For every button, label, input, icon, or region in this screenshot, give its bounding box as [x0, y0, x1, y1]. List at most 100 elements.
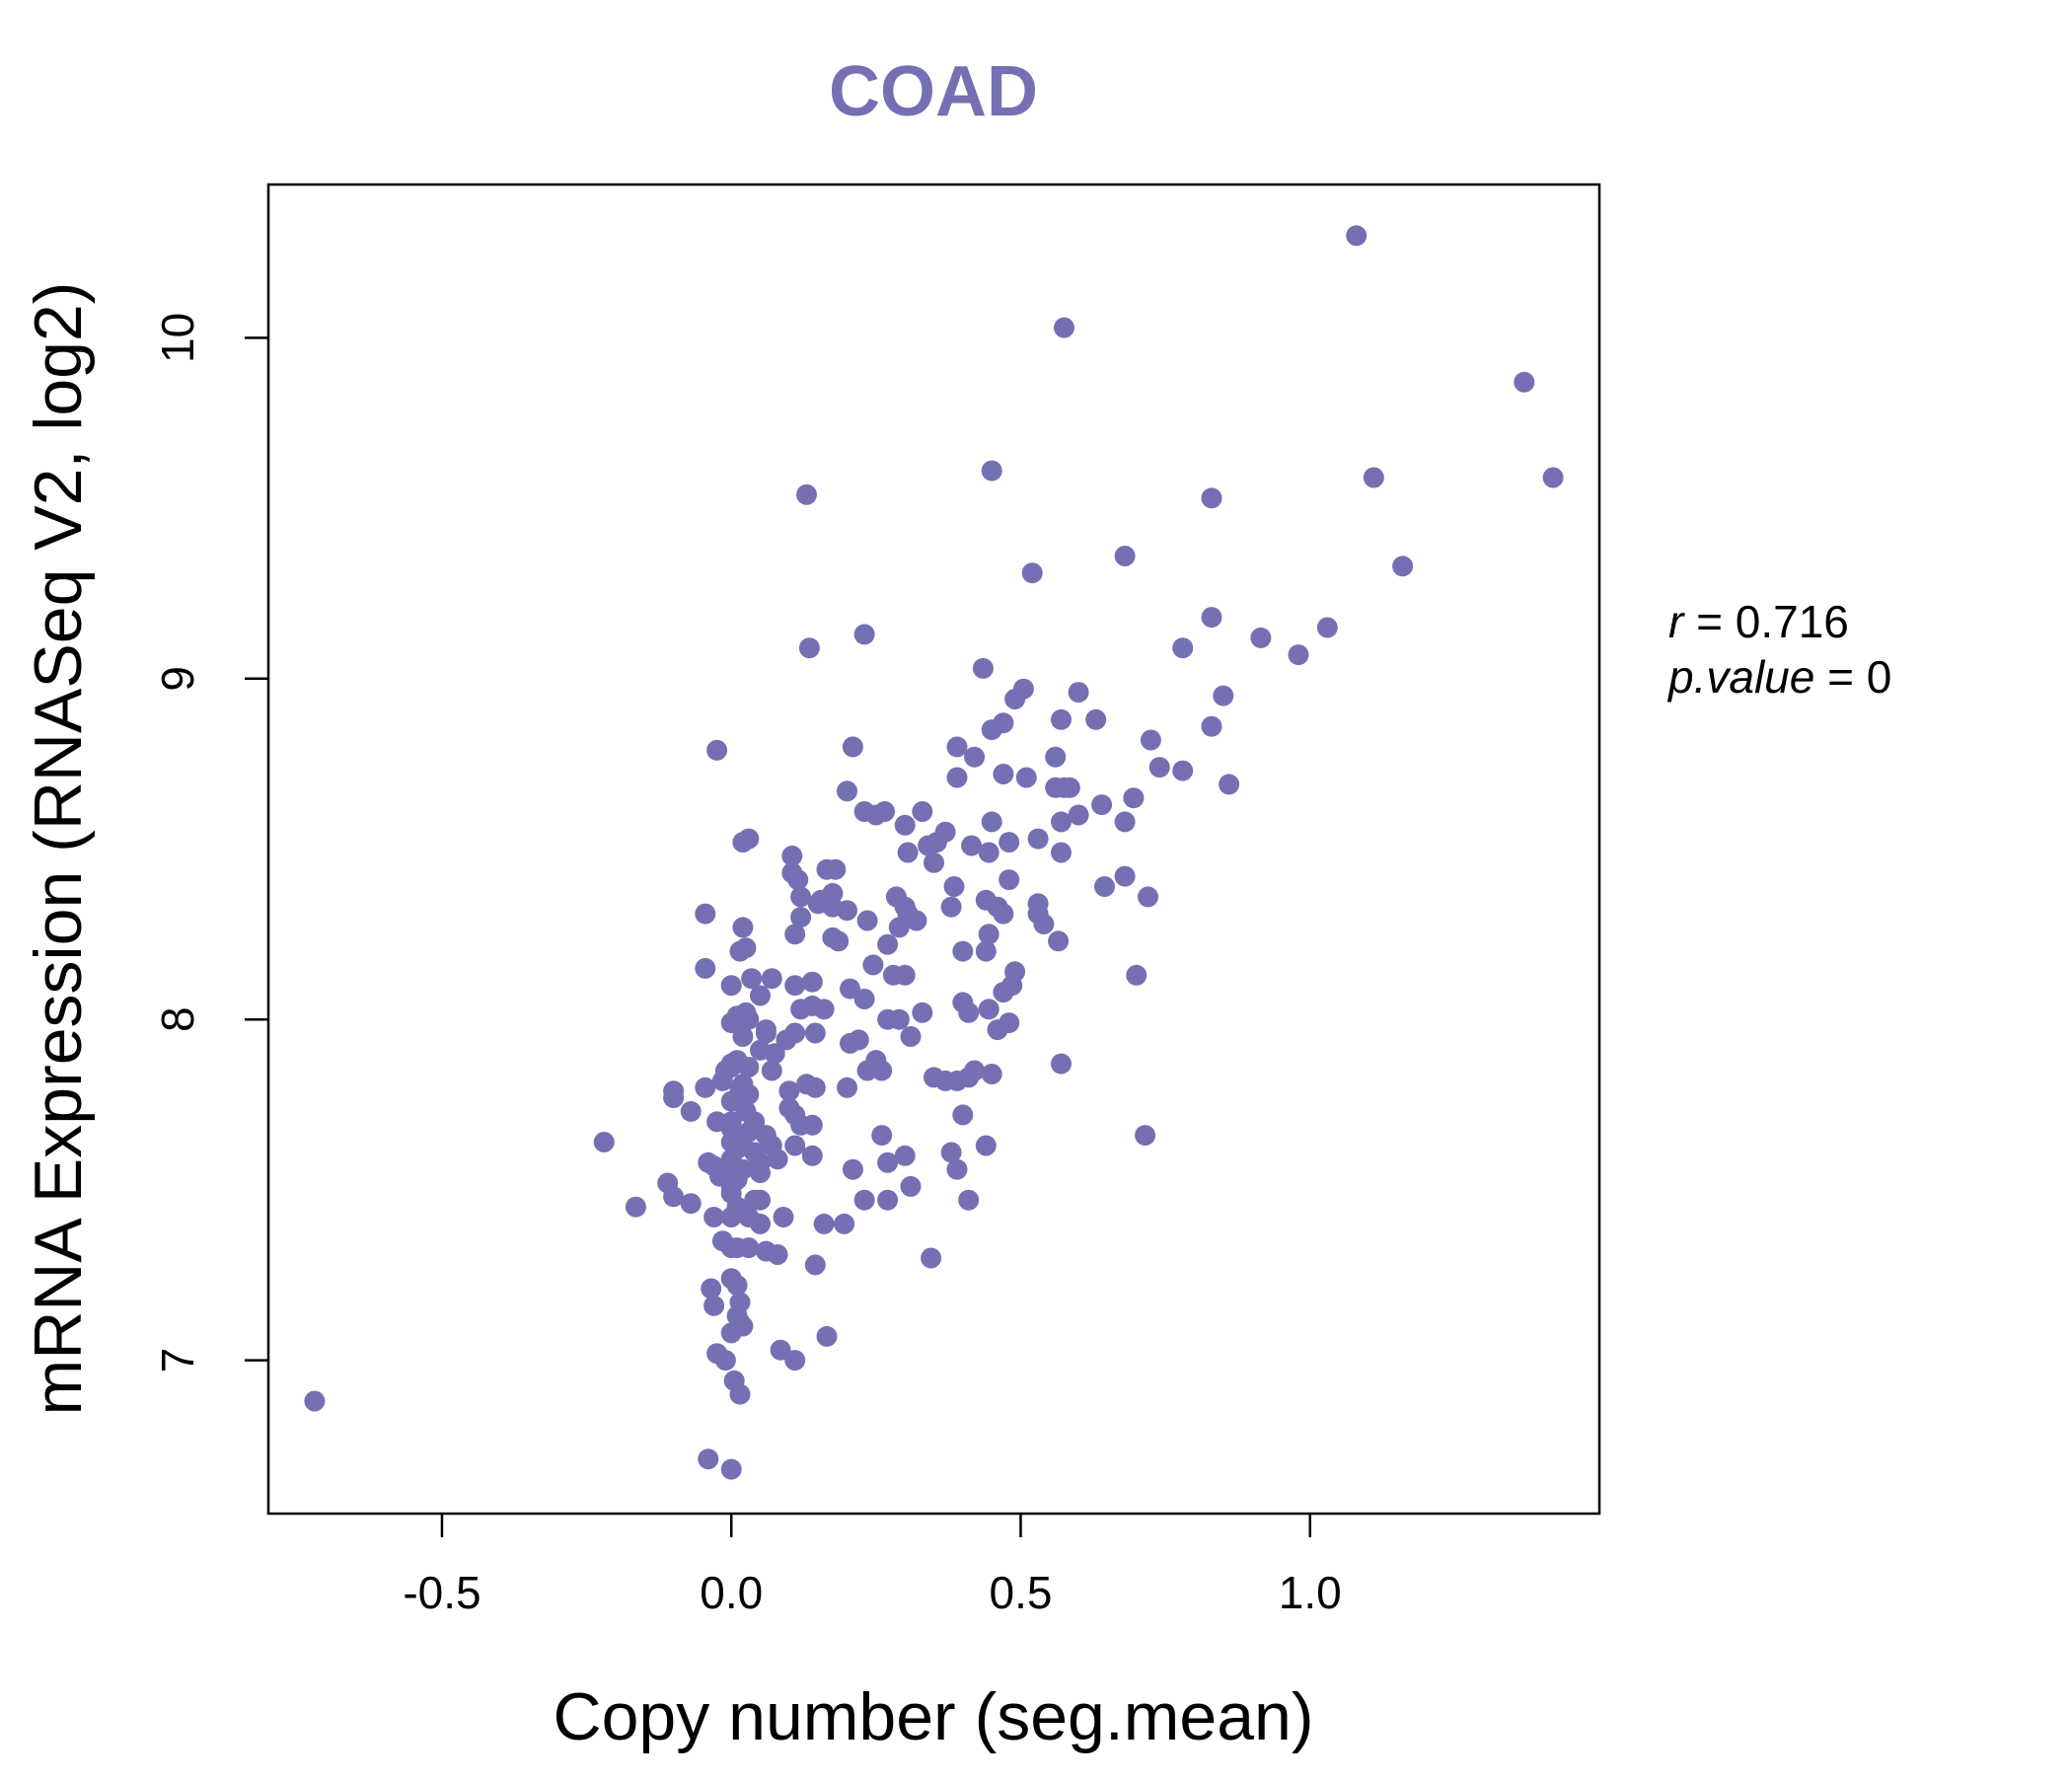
data-point	[1051, 708, 1072, 730]
data-point	[1054, 317, 1074, 338]
data-point	[1015, 767, 1037, 788]
data-point	[946, 767, 968, 788]
data-point	[1048, 930, 1070, 952]
data-point	[593, 1132, 615, 1152]
data-point	[720, 975, 742, 997]
data-point	[750, 1162, 771, 1184]
data-point	[828, 930, 850, 952]
data-point	[1051, 811, 1072, 833]
data-point	[834, 1213, 855, 1234]
data-point	[877, 933, 899, 955]
x-tick-label: 0.5	[990, 1567, 1053, 1618]
data-point	[711, 1070, 733, 1091]
data-point	[796, 483, 817, 505]
data-point	[1392, 556, 1414, 577]
svg-text:p.value = 0: p.value = 0	[1666, 651, 1891, 703]
data-point	[999, 869, 1020, 891]
data-point	[773, 1207, 794, 1227]
stats-annotation: r = 0.716 p.value = 0	[1666, 596, 1891, 703]
data-point	[813, 999, 835, 1020]
data-point	[1346, 225, 1368, 247]
r-value: 0.716	[1736, 596, 1849, 647]
data-point	[871, 1060, 893, 1081]
data-point	[981, 811, 1002, 833]
x-tick-label: 1.0	[1279, 1567, 1342, 1618]
p-value: 0	[1867, 651, 1892, 703]
data-point	[1138, 886, 1158, 908]
data-point	[871, 1125, 893, 1147]
data-point	[952, 940, 974, 962]
data-point	[1288, 644, 1309, 666]
data-point	[972, 657, 994, 679]
data-point	[856, 1060, 878, 1081]
data-point	[695, 903, 716, 925]
data-point	[790, 886, 812, 908]
data-point	[720, 1012, 742, 1034]
data-point	[801, 1145, 823, 1166]
data-point	[1363, 467, 1384, 488]
data-point	[1542, 467, 1564, 488]
data-point	[804, 1022, 826, 1044]
x-tick-label: 0.0	[700, 1567, 763, 1618]
data-point	[897, 842, 919, 863]
data-point	[978, 842, 999, 863]
data-point	[801, 971, 823, 993]
data-point	[732, 1026, 754, 1047]
data-point	[978, 924, 999, 945]
data-point	[1201, 607, 1222, 629]
data-point	[825, 858, 847, 880]
data-point	[877, 1008, 899, 1030]
data-point	[706, 739, 728, 761]
data-point	[1250, 627, 1272, 648]
data-point	[741, 968, 763, 990]
data-point	[946, 736, 968, 758]
data-point	[981, 460, 1002, 482]
data-point	[790, 999, 812, 1020]
r-label: r	[1668, 596, 1685, 647]
data-point	[784, 975, 806, 997]
data-point	[900, 1026, 922, 1047]
data-point	[732, 917, 754, 938]
data-point	[714, 1350, 736, 1372]
data-point	[767, 1149, 788, 1170]
y-tick-label: 9	[152, 666, 203, 692]
data-point	[924, 852, 944, 873]
data-point	[735, 937, 757, 959]
data-point	[837, 900, 857, 922]
data-point	[767, 1244, 788, 1265]
data-point	[680, 1100, 702, 1122]
data-point	[1091, 794, 1113, 816]
data-point	[784, 1135, 806, 1156]
p-label: p.value	[1666, 651, 1814, 703]
data-point	[1114, 865, 1136, 887]
data-point	[703, 1295, 725, 1316]
data-point	[853, 1189, 875, 1211]
data-point	[837, 1076, 857, 1098]
x-axis-label: Copy number (seg.mean)	[553, 1679, 1313, 1754]
data-point	[1059, 777, 1080, 798]
data-point	[770, 1339, 791, 1361]
data-point	[906, 910, 927, 931]
data-point	[720, 1458, 742, 1480]
chart-title: COAD	[829, 52, 1038, 131]
data-point	[781, 845, 803, 866]
data-point	[993, 903, 1014, 925]
data-point	[840, 1032, 860, 1054]
data-point	[853, 624, 875, 645]
data-point	[993, 764, 1014, 784]
data-point	[874, 801, 896, 822]
data-point	[1201, 715, 1222, 737]
data-point	[1004, 689, 1026, 709]
x-axis: -0.5 0.0 0.5 1.0	[403, 1514, 1342, 1618]
data-point	[1172, 760, 1194, 781]
data-point	[1114, 546, 1136, 566]
data-point	[813, 1213, 835, 1234]
data-point	[958, 1189, 980, 1211]
data-point	[784, 1350, 806, 1372]
data-point	[750, 1189, 771, 1211]
plot-frame	[266, 183, 1601, 1516]
data-point	[776, 1029, 797, 1051]
data-point	[981, 1064, 1002, 1084]
data-point	[946, 1070, 968, 1091]
data-point	[894, 1145, 916, 1166]
